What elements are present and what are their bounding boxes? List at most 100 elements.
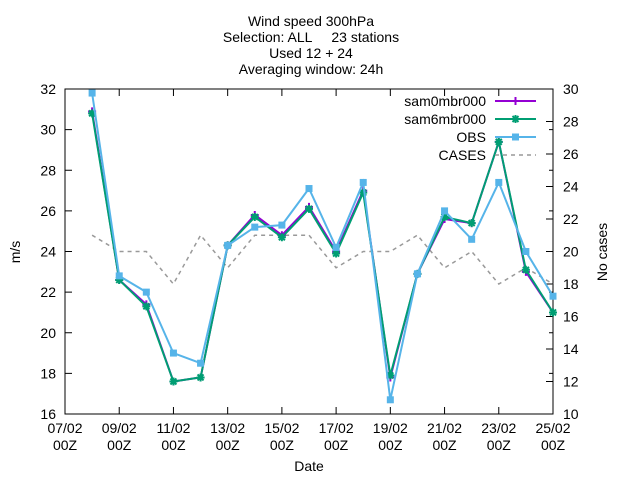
x-tick-label-hour: 00Z xyxy=(270,437,295,453)
data-point xyxy=(169,377,178,386)
data-point xyxy=(224,241,232,249)
data-point xyxy=(359,188,368,197)
y-tick-label: 26 xyxy=(40,203,56,219)
data-point xyxy=(549,308,557,317)
y2-tick-label: 16 xyxy=(563,309,579,325)
chart-title: Wind speed 300hPa Selection: ALL 23 stat… xyxy=(223,13,399,77)
y-tick-label: 18 xyxy=(40,365,56,381)
data-point xyxy=(332,243,340,251)
data-point xyxy=(494,137,503,146)
y-tick-label: 20 xyxy=(40,325,56,341)
x-tick-label-hour: 00Z xyxy=(432,437,457,453)
series-line xyxy=(91,233,554,286)
chart-subtitle-used: Used 12 + 24 xyxy=(269,45,353,61)
chart-title-line: Wind speed 300hPa xyxy=(248,13,374,29)
legend-label: CASES xyxy=(439,147,486,163)
x-tick-label-hour: 00Z xyxy=(161,437,186,453)
series-line xyxy=(91,92,554,401)
data-point xyxy=(468,235,476,243)
x-tick-label-hour: 00Z xyxy=(324,437,349,453)
x-tick-label-date: 15/02 xyxy=(264,420,299,436)
data-point xyxy=(511,97,520,105)
legend-entry: OBS xyxy=(456,129,536,145)
y2-tick-label: 12 xyxy=(563,374,579,390)
data-point xyxy=(88,89,96,97)
legend-entry: sam0mbr000 xyxy=(404,93,536,109)
y2-tick-label: 14 xyxy=(563,341,579,357)
y-tick-label: 30 xyxy=(40,122,56,138)
x-tick-label-date: 23/02 xyxy=(481,420,516,436)
series-layer xyxy=(88,89,557,404)
x-tick-label-date: 09/02 xyxy=(102,420,137,436)
series-sam6mbr000 xyxy=(88,109,557,386)
x-tick-label-date: 13/02 xyxy=(210,420,245,436)
y2-tick-label: 26 xyxy=(563,146,579,162)
data-point xyxy=(522,248,530,255)
data-point xyxy=(549,292,557,300)
data-point xyxy=(359,178,367,186)
y-axis-ticks: 16 18 20 22 24 26 28 30 32 xyxy=(40,81,553,422)
y-tick-label: 32 xyxy=(40,81,56,97)
x-tick-label-hour: 00Z xyxy=(216,437,241,453)
x-tick-label-date: 11/02 xyxy=(156,420,190,436)
data-point xyxy=(115,272,123,280)
x-tick-label-date: 19/02 xyxy=(373,420,408,436)
y2-tick-label: 18 xyxy=(563,276,579,292)
data-point xyxy=(521,265,530,274)
y2-tick-label: 24 xyxy=(563,179,579,195)
y-tick-label: 22 xyxy=(40,284,56,300)
legend-entry: CASES xyxy=(439,147,536,163)
data-point xyxy=(467,219,476,228)
y2-tick-label: 30 xyxy=(563,81,579,97)
data-point xyxy=(511,115,520,123)
data-point xyxy=(413,270,421,278)
chart-subtitle-window: Averaging window: 24h xyxy=(239,61,384,77)
data-point xyxy=(441,207,449,215)
x-tick-label-hour: 00Z xyxy=(378,437,403,453)
data-point xyxy=(250,212,259,221)
data-point xyxy=(251,223,259,231)
data-point xyxy=(278,221,286,229)
data-point xyxy=(142,302,151,311)
series-obs xyxy=(88,89,557,404)
series-line xyxy=(91,113,554,383)
legend-label: sam0mbr000 xyxy=(404,93,486,109)
data-point xyxy=(142,288,150,296)
legend-label: OBS xyxy=(456,129,486,145)
y2-axis-ticks: 10 12 14 16 18 20 22 24 26 28 30 xyxy=(546,81,579,422)
data-point xyxy=(197,359,205,367)
y2-tick-label: 22 xyxy=(563,211,579,227)
data-point xyxy=(386,371,395,380)
y2-axis-label: No cases xyxy=(594,223,610,281)
data-point xyxy=(169,349,177,357)
y-tick-label: 28 xyxy=(40,162,56,178)
legend-label: sam6mbr000 xyxy=(404,111,486,127)
data-point xyxy=(495,178,503,186)
y2-tick-label: 20 xyxy=(563,244,579,260)
y2-tick-label: 28 xyxy=(563,114,579,130)
data-point xyxy=(88,109,97,118)
legend-entry: sam6mbr000 xyxy=(404,111,536,127)
data-point xyxy=(277,233,286,242)
data-point xyxy=(512,133,519,141)
series-sam0mbr000 xyxy=(88,107,557,386)
data-point xyxy=(196,373,205,382)
y-axis-label: m/s xyxy=(7,241,23,264)
x-tick-label-hour: 00Z xyxy=(107,437,132,453)
data-point xyxy=(440,212,449,221)
x-tick-label-hour: 00Z xyxy=(487,437,512,453)
y-tick-label: 24 xyxy=(40,244,56,260)
data-point xyxy=(305,204,313,213)
x-tick-label-date: 07/02 xyxy=(47,420,82,436)
x-axis-label: Date xyxy=(294,458,324,474)
series-cases xyxy=(91,233,554,286)
data-point xyxy=(305,185,313,193)
data-point xyxy=(386,396,394,404)
x-tick-label-date: 17/02 xyxy=(319,420,354,436)
x-tick-label-hour: 00Z xyxy=(53,437,78,453)
legend: sam0mbr000 sam6mbr000 OBS CASES xyxy=(404,93,536,163)
y2-tick-label: 10 xyxy=(563,406,579,422)
x-tick-label-hour: 00Z xyxy=(541,437,566,453)
y-tick-label: 16 xyxy=(40,406,56,422)
